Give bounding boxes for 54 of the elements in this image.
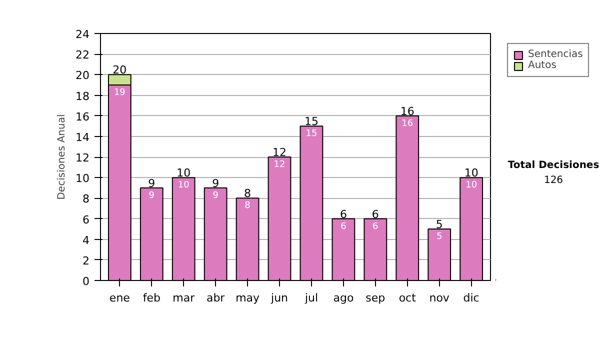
- data-label: 9: [148, 190, 155, 201]
- y-axis-title: Decisiones Anual: [56, 114, 68, 200]
- total-label: 12: [272, 146, 287, 159]
- y-tick-label: 0: [82, 275, 90, 288]
- x-tick-label: jul: [304, 292, 318, 304]
- total-label: 9: [212, 176, 220, 190]
- x-tick-label: abr: [206, 292, 226, 304]
- x-tick-label: ago: [333, 292, 354, 304]
- y-tick-label: 18: [76, 90, 90, 103]
- x-tick-label: nov: [429, 292, 450, 304]
- total-label: 6: [372, 208, 379, 221]
- y-tick-label: 20: [76, 69, 90, 82]
- x-tick-label: mar: [172, 292, 196, 304]
- data-label: 8: [244, 201, 251, 212]
- total-label: 16: [400, 104, 414, 118]
- y-tick-label: 6: [82, 213, 90, 226]
- total-label: 15: [304, 115, 318, 128]
- y-tick-label: 16: [76, 110, 90, 124]
- legend-label: Sentencias: [528, 49, 583, 60]
- text: Total Decisiones: [508, 160, 600, 172]
- data-label: 19: [114, 88, 126, 98]
- total-label: 9: [148, 176, 156, 190]
- y-tick-label: 4: [82, 234, 90, 247]
- data-label: 5: [436, 232, 442, 242]
- y-tick-label: 24: [76, 28, 90, 41]
- x-tick-label: ene: [109, 292, 130, 304]
- y-tick-label: 8: [82, 192, 90, 206]
- x-tick-label: sep: [366, 292, 386, 304]
- y-tick-label: 14: [76, 130, 90, 144]
- data-label: 10: [466, 180, 478, 191]
- text: 126: [544, 174, 564, 186]
- data-label: 16: [402, 118, 414, 129]
- data-label: 6: [340, 222, 347, 232]
- x-tick-label: dic: [463, 292, 480, 304]
- y-tick-label: 12: [76, 152, 90, 164]
- y-tick-label: 2: [82, 254, 90, 268]
- total-label: 8: [244, 187, 252, 200]
- x-tick-label: may: [236, 292, 260, 304]
- y-tick-label: 22: [76, 48, 90, 62]
- x-tick-label: jun: [270, 292, 288, 304]
- total-label: 5: [436, 218, 443, 232]
- data-label: 9: [212, 190, 219, 201]
- total-label: 10: [176, 166, 191, 180]
- total-label: 6: [340, 208, 347, 221]
- total-label: 20: [112, 64, 127, 77]
- data-label: 12: [274, 160, 286, 170]
- data-label: 6: [372, 222, 379, 232]
- x-tick-label: feb: [142, 292, 160, 304]
- data-label: 15: [306, 129, 318, 140]
- y-tick-label: 10: [76, 172, 90, 186]
- total-label: 10: [464, 166, 478, 180]
- data-label: 10: [178, 180, 190, 191]
- legend-label: Autos: [528, 60, 556, 71]
- x-tick-label: oct: [398, 292, 417, 304]
